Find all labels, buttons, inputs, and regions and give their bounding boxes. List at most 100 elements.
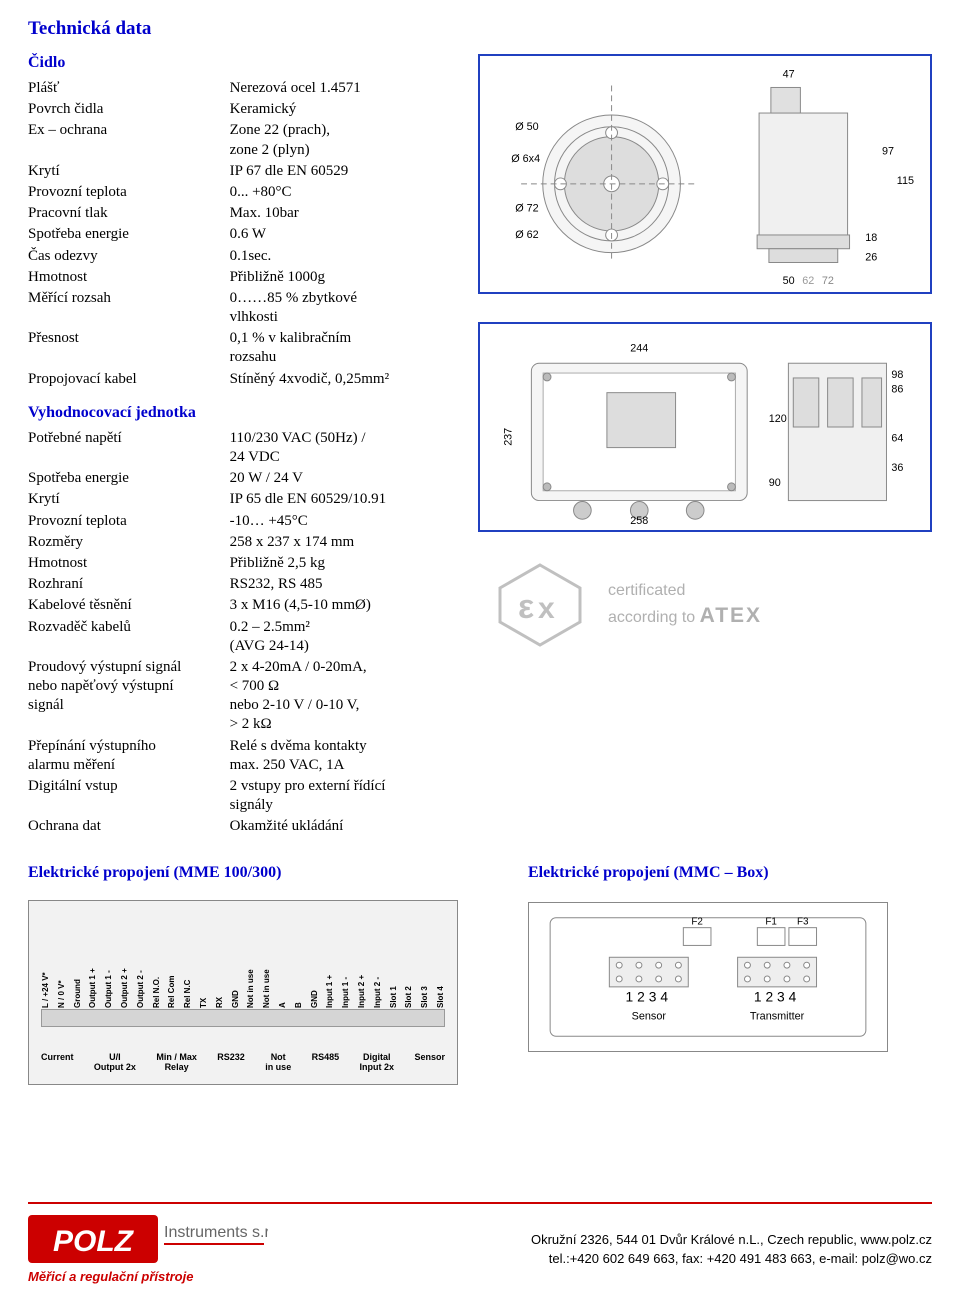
sensor-heading: Čidlo (28, 54, 448, 72)
terminal-label: L / +24 V* (41, 913, 50, 1008)
dim-label: Ø 50 (515, 121, 538, 133)
row-val: Nerezová ocel 1.4571 (230, 78, 448, 99)
terminal-label: RX (215, 913, 224, 1008)
svg-text:POLZ: POLZ (53, 1225, 135, 1258)
row-key: Rozměry (28, 532, 230, 553)
svg-text:1234: 1234 (754, 988, 800, 1004)
group-label: Digital Input 2x (360, 1052, 395, 1072)
terminal-label: Rel Com (167, 913, 176, 1008)
technical-drawing-sensor: 47 97 115 18 26 Ø 50 Ø 6x4 Ø 72 Ø 62 50 … (478, 54, 932, 294)
row-val: 3 x M16 (4,5-10 mmØ) (230, 595, 448, 616)
row-val: 0……85 % zbytkové vlhkosti (230, 288, 448, 328)
row-val: RS232, RS 485 (230, 574, 448, 595)
row-val: Přibližně 1000g (230, 267, 448, 288)
row-val: Přibližně 2,5 kg (230, 553, 448, 574)
dim-label: 36 (891, 462, 903, 474)
row-key: Ex – ochrana (28, 120, 230, 160)
row-key: Propojovací kabel (28, 369, 230, 390)
wiring-left-heading: Elektrické propojení (MME 100/300) (28, 864, 458, 882)
technical-drawing-enclosure: 244 237 90 120 98 86 64 36 258 (478, 322, 932, 532)
row-val: Relé s dvěma kontakty max. 250 VAC, 1A (230, 736, 448, 776)
group-label: Min / Max Relay (156, 1052, 197, 1072)
row-val: IP 67 dle EN 60529 (230, 161, 448, 182)
terminal-label: Rel N.C (183, 913, 192, 1008)
terminal-label: Slot 4 (436, 913, 445, 1008)
row-key: Provozní teplota (28, 182, 230, 203)
row-val: 110/230 VAC (50Hz) / 24 VDC (230, 428, 448, 468)
terminal-label: Output 2 - (136, 913, 145, 1008)
terminal-label: Slot 1 (389, 913, 398, 1008)
dim-label: 86 (891, 384, 903, 396)
row-key: Měřící rozsah (28, 288, 230, 328)
terminal-label: N / 0 V* (57, 913, 66, 1008)
terminal-label: Not in use (246, 913, 255, 1008)
svg-text:1234: 1234 (626, 988, 672, 1004)
row-val: 0,1 % v kalibračním rozsahu (230, 328, 448, 368)
row-val: 0.6 W (230, 224, 448, 245)
row-key: Kabelové těsnění (28, 595, 230, 616)
row-key: Spotřeba energie (28, 468, 230, 489)
dim-label: Ø 6x4 (511, 153, 540, 165)
terminal-label: Output 1 + (88, 913, 97, 1008)
row-key: Rozvaděč kabelů (28, 617, 230, 657)
terminal-label: A (278, 913, 287, 1008)
dim-label: Ø 72 (515, 202, 538, 214)
unit-table: Potřebné napětí110/230 VAC (50Hz) / 24 V… (28, 428, 448, 838)
row-key: Krytí (28, 489, 230, 510)
terminal-label: TX (199, 913, 208, 1008)
svg-text:Měřicí a regulační přístroje: Měřicí a regulační přístroje (28, 1269, 193, 1284)
atex-brand: ATEX (700, 604, 762, 627)
row-val: Zone 22 (prach), zone 2 (plyn) (230, 120, 448, 160)
wiring-diagram-right: F2 F1 F3 1234 1234 Sensor Transmitter (528, 902, 888, 1052)
footer-address-line2: tel.:+420 602 649 663, fax: +420 491 483… (286, 1249, 932, 1269)
page-title: Technická data (28, 18, 932, 40)
row-key: Hmotnost (28, 267, 230, 288)
row-val: 258 x 237 x 174 mm (230, 532, 448, 553)
row-val: IP 65 dle EN 60529/10.91 (230, 489, 448, 510)
group-label: U/I Output 2x (94, 1052, 136, 1072)
dim-label: 62 (802, 275, 814, 287)
row-key: Přesnost (28, 328, 230, 368)
dim-label: 98 (891, 369, 903, 381)
row-val: 0.2 – 2.5mm² (AVG 24-14) (230, 617, 448, 657)
dim-label: 72 (822, 275, 834, 287)
svg-text:Transmitter: Transmitter (750, 1010, 805, 1022)
row-val: -10… +45°C (230, 511, 448, 532)
row-key: Proudový výstupní signál nebo napěťový v… (28, 657, 230, 736)
terminal-label: Input 2 - (373, 913, 382, 1008)
row-key: Spotřeba energie (28, 224, 230, 245)
footer: POLZ Instruments s.r.o. Měřicí a regulač… (0, 1190, 960, 1308)
terminal-label: GND (310, 913, 319, 1008)
row-key: Hmotnost (28, 553, 230, 574)
dim-label: 90 (769, 477, 781, 489)
svg-text:Sensor: Sensor (632, 1010, 667, 1022)
terminal-label: Slot 2 (404, 913, 413, 1008)
atex-line1: certificated (608, 581, 762, 602)
group-label: RS232 (217, 1052, 245, 1072)
footer-address-line1: Okružní 2326, 544 01 Dvůr Králové n.L., … (286, 1230, 932, 1250)
dim-label: 120 (769, 413, 787, 425)
row-key: Čas odezvy (28, 246, 230, 267)
row-val: Keramický (230, 99, 448, 120)
dim-label: 115 (897, 175, 914, 187)
terminal-label: Output 2 + (120, 913, 129, 1008)
sensor-table: PlášťNerezová ocel 1.4571Povrch čidlaKer… (28, 78, 448, 390)
group-label: Not in use (265, 1052, 291, 1072)
dim-label: 258 (630, 515, 648, 527)
terminal-label: Not in use (262, 913, 271, 1008)
atex-badge: ε x certificated according to ATEX (478, 560, 932, 650)
dim-label: 50 (783, 275, 795, 287)
svg-text:F1: F1 (765, 916, 777, 927)
row-val: 0.1sec. (230, 246, 448, 267)
terminal-label: GND (231, 913, 240, 1008)
dim-label: 18 (865, 232, 877, 244)
terminal-label: B (294, 913, 303, 1008)
row-val: 20 W / 24 V (230, 468, 448, 489)
row-val: Max. 10bar (230, 203, 448, 224)
row-key: Přepínání výstupního alarmu měření (28, 736, 230, 776)
svg-text:Instruments s.r.o.: Instruments s.r.o. (164, 1224, 268, 1241)
terminal-label: Input 1 - (341, 913, 350, 1008)
svg-text:x: x (538, 592, 555, 625)
row-val: 0... +80°C (230, 182, 448, 203)
svg-text:F3: F3 (797, 916, 809, 927)
